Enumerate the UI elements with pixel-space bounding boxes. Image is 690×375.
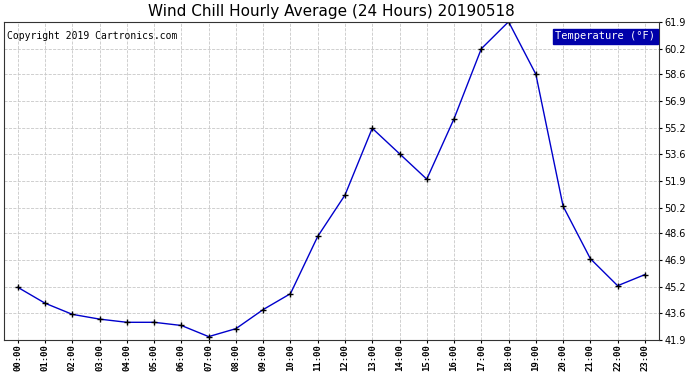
Title: Wind Chill Hourly Average (24 Hours) 20190518: Wind Chill Hourly Average (24 Hours) 201… [148,4,515,19]
Text: Temperature (°F): Temperature (°F) [555,31,656,41]
Text: Copyright 2019 Cartronics.com: Copyright 2019 Cartronics.com [8,31,178,41]
